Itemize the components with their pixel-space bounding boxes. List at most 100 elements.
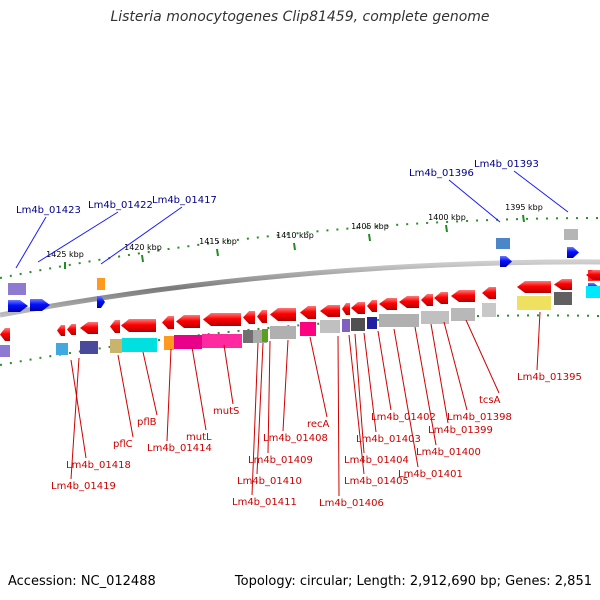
leader-line-bottom [142, 351, 158, 416]
gene-arrow-reverse [320, 305, 340, 317]
leader-line-bottom [166, 348, 172, 442]
gene-label-top: Lm4b_01396 [409, 168, 474, 179]
gene-arrow-reverse [110, 320, 120, 333]
gene-feature-box [554, 292, 572, 305]
leader-line-top [100, 206, 183, 265]
gene-feature-box [451, 308, 475, 321]
ruler-tick [141, 254, 144, 263]
gene-feature-box [320, 320, 340, 333]
ruler-label: 1400 kbp [428, 213, 466, 222]
leader-line-bottom [251, 342, 259, 496]
gene-label-top: Lm4b_01423 [16, 205, 81, 216]
gene-arrow-reverse [367, 300, 377, 312]
ruler-tick [293, 242, 296, 251]
gene-arrow-reverse [203, 313, 241, 326]
gene-label-bottom: Lm4b_01406 [319, 498, 384, 509]
gene-features [0, 229, 600, 357]
leader-line-bottom [348, 334, 365, 475]
gene-label-bottom: Lm4b_01410 [237, 476, 302, 487]
gene-feature-box [97, 278, 105, 290]
gene-arrow-forward [8, 300, 28, 312]
ruler-labels: 1425 kbp 1420 kbp 1415 kbp 1410 kbp 1405 kbp… [46, 203, 543, 269]
gene-feature-box [270, 326, 296, 339]
gene-arrow-reverse [300, 306, 316, 319]
gene-label-bottom: Lm4b_01409 [248, 455, 313, 466]
gene-label-bottom: Lm4b_01398 [447, 412, 512, 423]
ruler-label: 1405 kbp [351, 222, 389, 231]
ruler-label: 1395 kbp [505, 203, 543, 212]
gene-label-bottom: tcsA [479, 395, 501, 406]
leader-line-bottom [363, 332, 377, 433]
gene-feature-box [300, 322, 316, 336]
map-title: Listeria monocytogenes Clip81459, comple… [110, 9, 490, 25]
gene-arrow-reverse [379, 298, 397, 310]
leader-line-bottom [393, 328, 419, 468]
gene-label-bottom: mutL [186, 432, 212, 443]
gene-arrow-forward [500, 256, 512, 267]
gene-feature-box [342, 319, 350, 332]
gene-feature-box [174, 335, 202, 349]
leader-line-bottom [256, 342, 264, 475]
gene-arrow-reverse [162, 316, 174, 329]
gene-feature-box [8, 283, 26, 295]
gene-label-top: Lm4b_01422 [88, 200, 153, 211]
gene-label-bottom: Lm4b_01419 [51, 481, 116, 492]
leader-line-bottom [465, 319, 500, 394]
gene-arrow-reverse [351, 302, 365, 314]
gene-label-bottom: recA [307, 419, 330, 430]
leader-line-bottom [354, 333, 365, 454]
gene-feature-box [496, 238, 510, 249]
leader-line-bottom [377, 330, 392, 411]
leader-line-bottom [282, 339, 289, 432]
leader-line-bottom [267, 340, 271, 454]
label-leaders [15, 170, 569, 497]
gene-label-bottom: Lm4b_01418 [66, 460, 131, 471]
gene-arrow-reverse [554, 279, 572, 290]
ruler-label: 1420 kbp [124, 243, 162, 252]
gene-arrow-forward [30, 299, 50, 311]
gene-arrow-forward [97, 296, 105, 308]
leader-line-bottom [70, 357, 80, 480]
gene-arrow-reverse [243, 311, 255, 324]
gene-feature-box [367, 317, 377, 329]
leader-line-bottom [309, 336, 328, 418]
gene-arrow-reverse [517, 281, 551, 293]
ruler-label: 1415 kbp [199, 237, 237, 246]
gene-label-bottom: Lm4b_01395 [517, 372, 582, 383]
genome-backbone [0, 259, 600, 318]
gene-arrow-reverse [67, 324, 76, 335]
gene-arrow-reverse [80, 322, 98, 334]
gene-arrow-forward [567, 247, 579, 258]
ruler-label: 1425 kbp [46, 250, 84, 259]
gene-feature-box [202, 334, 242, 348]
gene-arrow-reverse [342, 303, 350, 315]
accession-text: Accession: NC_012488 [8, 574, 156, 589]
gene-label-bottom: Lm4b_01399 [428, 425, 493, 436]
gene-arrow-reverse [586, 270, 600, 280]
gene-arrow-reverse [482, 287, 496, 299]
gene-label-bottom: pflB [137, 417, 157, 428]
gene-label-bottom: Lm4b_01401 [398, 469, 463, 480]
gene-feature-box [262, 329, 268, 342]
gene-feature-box [56, 343, 68, 355]
gene-feature-box [0, 345, 10, 357]
gene-arrow-reverse [257, 310, 267, 323]
ruler-tick [445, 224, 448, 233]
gene-feature-box [482, 303, 496, 317]
gene-feature-box [564, 229, 578, 240]
gene-arrow-reverse [0, 328, 10, 341]
leader-line-bottom [70, 359, 87, 459]
gene-label-bottom: Lm4b_01402 [371, 412, 436, 423]
gene-feature-box [351, 318, 365, 331]
gene-feature-box [517, 296, 551, 310]
leader-line-bottom [191, 346, 207, 431]
gene-arrow-reverse [421, 294, 433, 306]
gene-label-bottom: Lm4b_01405 [344, 476, 409, 487]
leader-line-bottom [337, 335, 340, 497]
gene-label-bottom: Lm4b_01404 [344, 455, 409, 466]
gene-feature-box [122, 338, 157, 352]
bottom-labels: Lm4b_01418Lm4b_01419pflCpflBLm4b_01414mu… [51, 372, 582, 509]
gene-label-top: Lm4b_01393 [474, 159, 539, 170]
